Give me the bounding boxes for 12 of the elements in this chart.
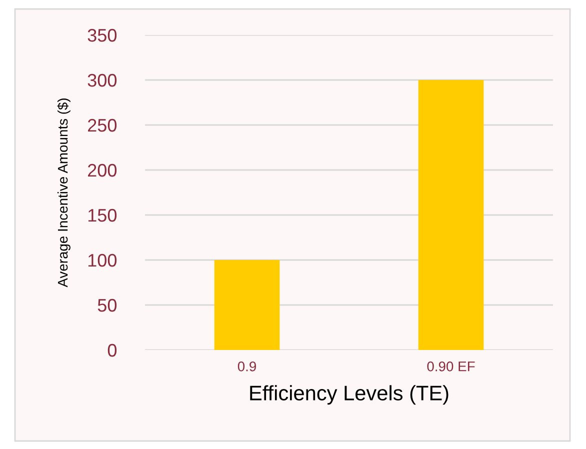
y-tick-label: 250 [88,118,117,132]
y-tick-label: 350 [88,28,117,42]
y-tick-label: 150 [88,208,117,222]
y-axis-title: Average Incentive Amounts ($) [57,98,70,288]
y-tick-label: 100 [88,254,117,267]
y-tick-label: 50 [98,298,117,312]
x-axis-title: Efficiency Levels (TE) [250,385,448,405]
y-tick-label: 300 [88,74,117,87]
x-tick-label: 0.90 EF [427,361,475,372]
y-tick-label: 0 [108,344,117,357]
x-tick-label: 0.9 [238,361,256,372]
y-tick-label: 200 [88,164,117,177]
